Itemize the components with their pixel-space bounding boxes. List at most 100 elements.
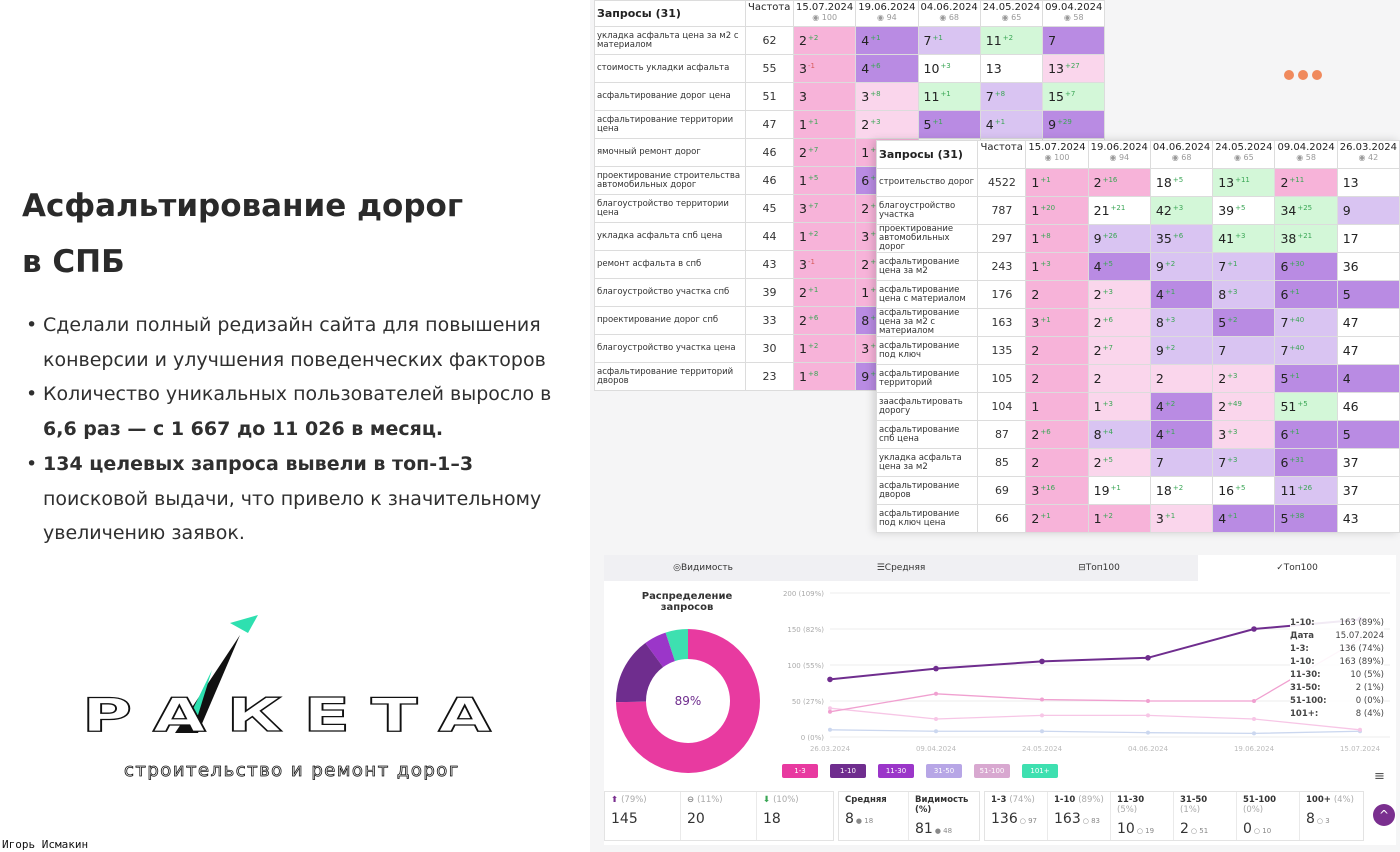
data-point-1-3[interactable] (1252, 699, 1256, 703)
date-column-header[interactable]: 04.06.2024 ◉ 68 (1149, 140, 1214, 169)
donut-slice-1-3[interactable] (616, 629, 760, 773)
table-row[interactable]: асфальтирование дорог цена 51 3 3+8 11+1 7+8 1… (594, 82, 1106, 111)
data-point-11-30[interactable] (1040, 713, 1044, 718)
table-row[interactable]: асфальтирование под ключ цена 66 2+1 1+2 3+1… (875, 504, 1400, 533)
table-row[interactable]: заасфальтировать дорогу 104 1 1+3 4+2 2+49 51+… (875, 392, 1400, 421)
data-point-101+[interactable] (934, 729, 938, 734)
table-row[interactable]: асфальтирование цена за м2 243 1+3 4+5 9+2 7+… (875, 252, 1400, 281)
date-column-header[interactable]: 24.05.2024 ◉ 65 (1212, 140, 1276, 169)
table-row[interactable]: асфальтирование спб цена 87 2+6 8+4 4+1 3+3 6+… (875, 420, 1400, 449)
legend-item[interactable]: 51-100 (974, 764, 1010, 778)
data-point-1-10[interactable] (1251, 626, 1257, 632)
tab-top100-chart[interactable]: ✓ Топ100 (1198, 555, 1396, 581)
frequency-column-header[interactable]: Частота (745, 0, 794, 27)
table-row[interactable]: асфальтирование цена с материалом 176 2 2+3… (875, 280, 1400, 309)
date-column-header[interactable]: 04.06.2024 ◉ 68 (917, 0, 981, 27)
position-cell: 2+2 (792, 26, 857, 55)
data-point-1-3[interactable] (828, 709, 832, 714)
scroll-up-button[interactable]: ^ (1373, 804, 1395, 826)
data-point-1-3[interactable] (1146, 699, 1150, 703)
date-column-header[interactable]: 09.04.2024 ◉ 58 (1042, 0, 1106, 27)
position-cell: 9+2 (1149, 252, 1214, 281)
table-row[interactable]: благоустройство участка 787 1+20 21+21 42+3 3… (875, 196, 1400, 225)
data-point-101+[interactable] (1146, 730, 1150, 735)
query-text: асфальтирование под ключ (875, 336, 979, 365)
legend-item[interactable]: 1-10 (830, 764, 866, 778)
data-point-1-3[interactable] (934, 691, 938, 696)
position-cell: 2+16 (1087, 168, 1151, 197)
data-point-101+[interactable] (1252, 731, 1256, 736)
author-name: Игорь Исмакин (2, 838, 89, 851)
hamburger-icon[interactable]: ≡ (1374, 769, 1385, 784)
date-column-header[interactable]: 24.05.2024 ◉ 65 (979, 0, 1044, 27)
table-row[interactable]: асфальтирование под ключ 135 2 2+7 9+2 7 7+40 4… (875, 336, 1400, 365)
data-point-1-3[interactable] (1040, 697, 1044, 702)
date-column-header[interactable]: 26.03.2024 ◉ 42 (1336, 140, 1400, 169)
position-cell: 3+7 (792, 194, 857, 223)
table-row[interactable]: укладка асфальта цена за м2 с материалом… (594, 26, 1106, 55)
table-row[interactable]: строительство дорог 4522 1+1 2+16 18+5 13+11 2… (875, 168, 1400, 197)
stat-cell: Видимость (%) 81 ● 48 (915, 795, 969, 837)
query-column-header[interactable]: Запросы (31) (594, 0, 746, 27)
query-frequency: 105 (977, 364, 1027, 393)
donut-slice-101+[interactable] (665, 629, 688, 662)
table-row[interactable]: асфальтирование территорий 105 2 2 2 2+3 5+1 4 (875, 364, 1400, 393)
query-text: благоустройство участка спб (594, 278, 746, 307)
data-point-11-30[interactable] (934, 717, 938, 721)
table-row[interactable]: стоимость укладки асфальта 55 3-1 4+6 10+3 13… (594, 54, 1106, 83)
table-row[interactable]: асфальтирование дворов 69 3+16 19+1 18+2 16+5… (875, 476, 1400, 505)
series-line-1-10[interactable] (829, 618, 1361, 681)
more-dots-icon[interactable] (1284, 70, 1322, 80)
position-delta: +2 (807, 341, 819, 350)
query-text: укладка асфальта цена за м2 (875, 448, 979, 477)
table-row[interactable]: асфальтирование территории цена 47 1+1 2+3 5… (594, 110, 1106, 139)
date-column-header[interactable]: 09.04.2024 ◉ 58 (1274, 140, 1338, 169)
positions-table-front: Запросы (31) Частота 15.07.2024 ◉ 100 19.06.… (875, 140, 1400, 533)
donut-slice-1-10-extra[interactable] (616, 643, 664, 703)
query-text: асфальтирование дворов (875, 476, 979, 505)
table-row[interactable]: асфальтирование цена за м2 с материалом 1… (875, 308, 1400, 337)
position-cell: 11+2 (979, 26, 1044, 55)
series-line-101+[interactable] (829, 729, 1361, 735)
x-tick-label: 15.07.2024 (1340, 745, 1381, 753)
query-column-header[interactable]: Запросы (31) (875, 140, 979, 169)
date-column-header[interactable]: 15.07.2024 ◉ 100 (1025, 140, 1089, 169)
position-cell: 9+26 (1087, 224, 1151, 253)
tab-visibility[interactable]: ◎ Видимость (673, 563, 733, 573)
data-point-1-10[interactable] (1145, 655, 1151, 661)
legend-item[interactable]: 1-3 (782, 764, 818, 778)
tab-average[interactable]: ☰ Средняя (876, 563, 926, 573)
legend-item[interactable]: 101+ (1022, 764, 1058, 778)
data-point-1-10[interactable] (933, 665, 939, 672)
data-point-11-30[interactable] (1358, 727, 1362, 732)
position-cell: 13+27 (1042, 54, 1106, 83)
data-point-11-30[interactable] (828, 706, 832, 711)
date-column-header[interactable]: 19.06.2024 ◉ 94 (1087, 140, 1151, 169)
position-delta: +26 (1102, 231, 1118, 240)
data-point-11-30[interactable] (1146, 713, 1150, 718)
query-text: заасфальтировать дорогу (875, 392, 979, 421)
series-line-1-3[interactable] (829, 638, 1361, 713)
frequency-column-header[interactable]: Частота (977, 140, 1027, 169)
y-tick-label: 50 (27%) (792, 698, 824, 706)
table-row[interactable]: проектирование автомобильных дорог 297 1+8… (875, 224, 1400, 253)
legend-item[interactable]: 31-50 (926, 764, 962, 778)
position-cell: 2+7 (792, 138, 857, 167)
tab-top100[interactable]: ⊟ Топ100 (1078, 563, 1120, 573)
position-cell: 37 (1336, 476, 1400, 505)
table-row[interactable]: укладка асфальта цена за м2 85 2 2+5 7 7+3 6+3… (875, 448, 1400, 477)
data-point-1-10[interactable] (1039, 658, 1045, 665)
legend-item[interactable]: 11-30 (878, 764, 914, 778)
query-text: асфальтирование под ключ цена (875, 504, 979, 533)
donut-slice-11-30[interactable] (645, 632, 675, 668)
data-point-1-10[interactable] (827, 676, 833, 683)
data-point-101+[interactable] (1040, 729, 1044, 734)
data-point-11-30[interactable] (1252, 717, 1256, 721)
date-column-header[interactable]: 19.06.2024 ◉ 94 (855, 0, 919, 27)
date-column-header[interactable]: 15.07.2024 ◉ 100 (792, 0, 857, 27)
x-tick-label: 24.05.2024 (1022, 745, 1063, 753)
series-line-11-30[interactable] (829, 707, 1361, 731)
data-point-101+[interactable] (828, 727, 832, 732)
position-cell: 4+1 (979, 110, 1044, 139)
position-delta: +5 (1172, 175, 1184, 184)
